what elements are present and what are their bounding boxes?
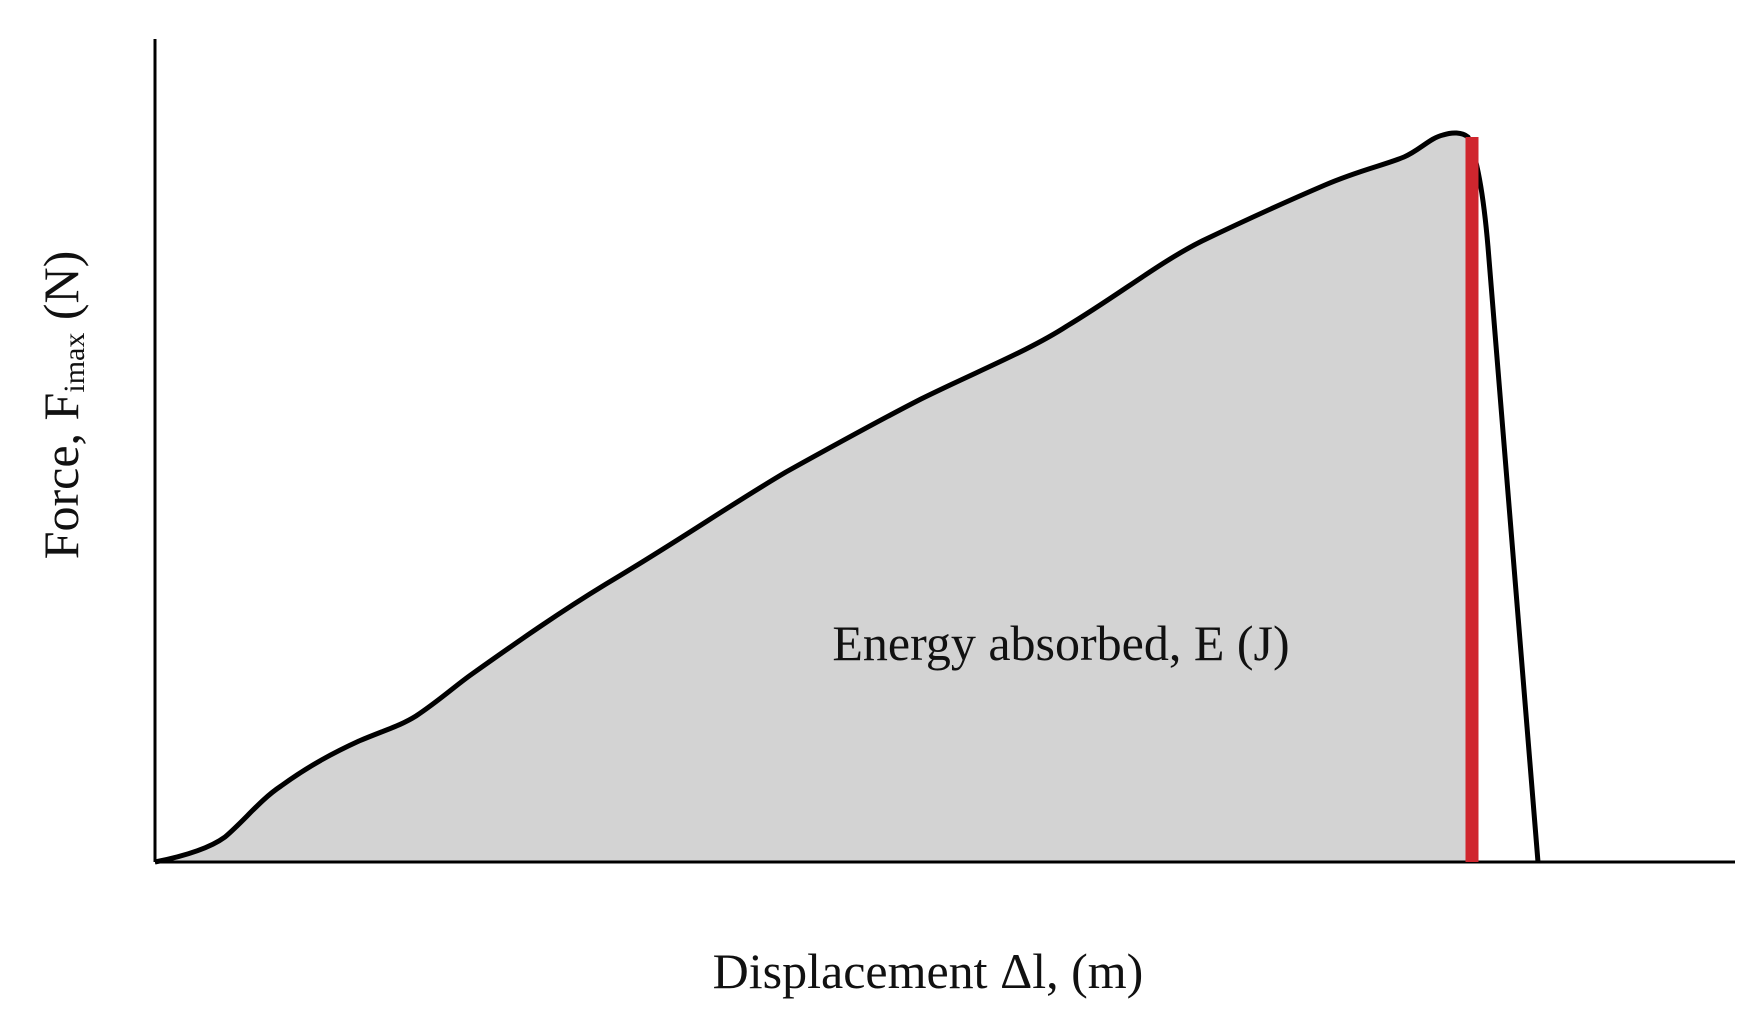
annotation: Energy absorbed, E (J) bbox=[832, 615, 1289, 671]
y-axis-label-spacer bbox=[33, 320, 89, 333]
y-axis-label-main: Force, F bbox=[33, 393, 89, 560]
x-axis-label: Displacement Δl, (m) bbox=[713, 943, 1144, 999]
y-axis-label-subscript: imax bbox=[58, 333, 91, 393]
energy-area bbox=[155, 132, 1471, 862]
y-axis-label: Force, Fimax (N) bbox=[33, 251, 91, 560]
force-curve bbox=[154, 130, 1541, 865]
y-axis-label-unit: (N) bbox=[33, 251, 89, 320]
